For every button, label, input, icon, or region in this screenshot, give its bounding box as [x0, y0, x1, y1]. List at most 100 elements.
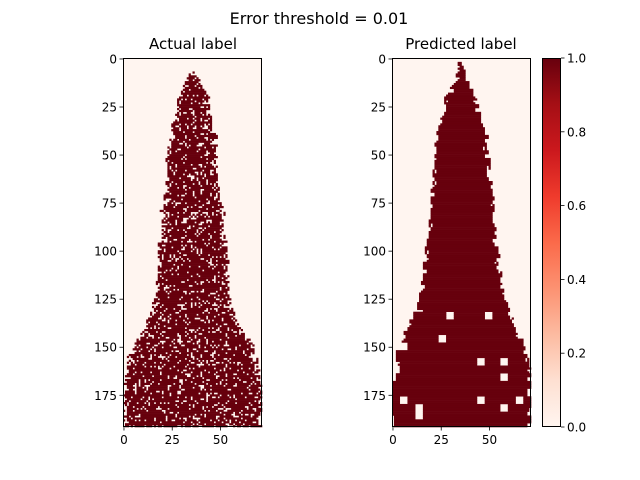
figure-suptitle: Error threshold = 0.01 [230, 9, 409, 28]
actual-label-cell [250, 367, 255, 370]
actual-label-cell [161, 317, 164, 320]
predicted-label-cell [436, 152, 489, 155]
actual-label-cell [217, 192, 220, 195]
actual-label-cell [206, 423, 226, 426]
predicted-label-cell [484, 361, 501, 364]
actual-label-cell [204, 288, 220, 291]
actual-label-cell [159, 259, 168, 263]
actual-label-cell [178, 265, 189, 268]
actual-label-cell [165, 319, 168, 322]
actual-label-cell [178, 257, 182, 261]
actual-label-cell [169, 221, 176, 224]
actual-label-cell [209, 242, 220, 245]
actual-label-cell [161, 371, 182, 374]
actual-label-cell [126, 419, 135, 422]
actual-label-cell [190, 225, 193, 228]
actual-label-cell [219, 271, 226, 274]
actual-label-cell [234, 396, 245, 399]
actual-label-cell [246, 396, 255, 399]
actual-label-cell [188, 205, 191, 209]
actual-label-cell [188, 146, 205, 149]
actual-label-cell [169, 186, 178, 189]
predicted-label-cell [392, 403, 416, 407]
actual-label-cell [151, 371, 160, 374]
predicted-label-cell [455, 73, 466, 76]
actual-label-cell [136, 340, 160, 343]
predicted-label-cell [393, 419, 532, 422]
actual-label-cell [169, 211, 178, 214]
predicted-label-cell [422, 277, 501, 280]
actual-label-cell [215, 367, 224, 370]
actual-label-cell [198, 248, 201, 251]
actual-label-cell [223, 234, 226, 238]
actual-label-cell [204, 384, 211, 387]
predicted-label-frame [392, 58, 531, 427]
actual-label-cell [163, 346, 174, 349]
actual-label-cell [202, 213, 207, 216]
predicted-label-cell [409, 319, 512, 322]
predicted-label-cell [500, 271, 503, 274]
actual-label-cell [165, 227, 172, 230]
actual-label-cell [207, 359, 211, 362]
predicted-label-cell [424, 248, 499, 251]
actual-label-cell [175, 307, 182, 311]
actual-label-cell [227, 296, 230, 299]
actual-label-cell [155, 348, 188, 351]
predicted-label-cell [446, 106, 480, 109]
actual-label-cell [132, 417, 155, 420]
actual-label-cell [144, 355, 151, 359]
actual-label-cell [177, 223, 199, 226]
actual-label-cell [173, 202, 176, 205]
actual-label-cell [150, 350, 155, 353]
actual-label-cell [188, 127, 193, 130]
actual-label-cell [202, 304, 213, 307]
actual-label-cell [213, 340, 226, 343]
predicted-label-cell [436, 157, 491, 161]
actual-label-cell [123, 382, 135, 386]
actual-label-cell [163, 277, 215, 280]
actual-label-cell [184, 236, 211, 239]
actual-label-cell [173, 138, 178, 141]
predicted-label-cell [432, 175, 487, 178]
actual-label-cell [184, 229, 197, 232]
actual-label-cell [157, 277, 162, 280]
actual-label-cell [256, 359, 259, 362]
actual-label-cell [238, 369, 255, 372]
actual-label-cell [153, 336, 159, 339]
actual-label-cell [180, 90, 184, 93]
actual-label-cell [219, 396, 230, 399]
actual-label-cell [238, 415, 251, 418]
actual-label-cell [182, 402, 197, 405]
predicted-label-cell [432, 186, 491, 189]
actual-label-cell [206, 321, 209, 324]
actual-label-cell [192, 179, 197, 182]
actual-label-cell [157, 255, 162, 259]
actual-label-cell [206, 242, 209, 245]
actual-label-cell [202, 156, 218, 159]
actual-label-cell [194, 131, 211, 134]
actual-label-cell [209, 371, 216, 374]
actual-label-cell [198, 375, 201, 378]
actual-label-cell [123, 409, 126, 412]
actual-label-cell [209, 123, 213, 126]
actual-label-cell [194, 377, 203, 380]
actual-label-cell [167, 279, 188, 282]
predicted-label-cell [392, 386, 532, 389]
predicted-label-cell [407, 400, 478, 403]
actual-label-cell [134, 367, 159, 370]
predicted-label-cell [507, 378, 528, 382]
actual-label-cell [124, 396, 132, 399]
actual-label-cell [200, 102, 203, 105]
actual-label-cell [202, 171, 211, 174]
predicted-label-cell [436, 148, 484, 151]
actual-label-cell [223, 236, 226, 239]
predicted-label-cell [393, 417, 416, 420]
actual-label-cell [161, 378, 180, 382]
actual-label-cell [194, 342, 197, 345]
actual-label-cell [223, 421, 230, 424]
actual-label-cell [248, 407, 253, 410]
actual-label-cell [211, 384, 224, 387]
predicted-label-cell [422, 407, 501, 410]
actual-label-cell [236, 384, 249, 387]
